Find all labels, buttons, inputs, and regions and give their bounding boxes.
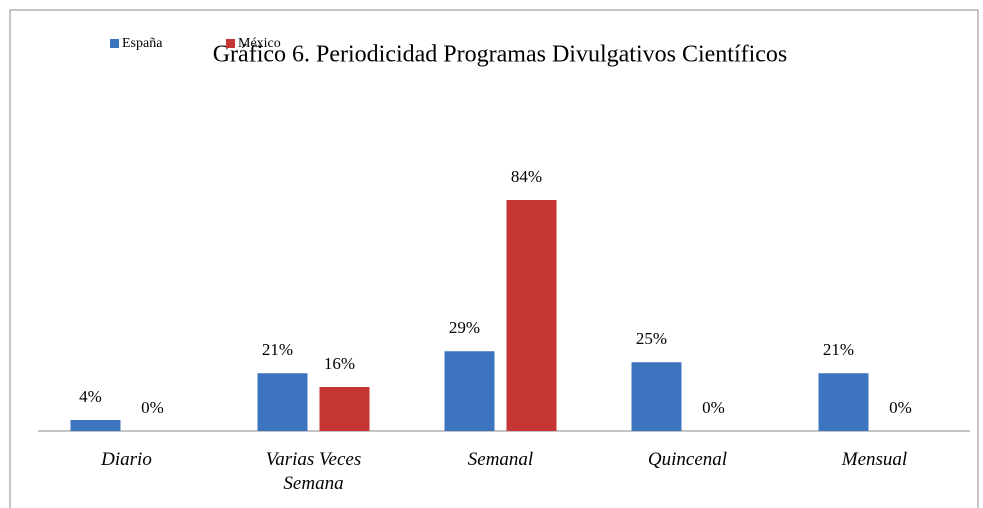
legend-swatch [110, 39, 119, 48]
data-label: 29% [449, 318, 480, 337]
x-tick-label: Quincenal [647, 449, 728, 470]
bar [444, 351, 495, 431]
data-label: 21% [262, 340, 293, 359]
legend-label: México [238, 36, 281, 51]
data-label: 16% [324, 354, 355, 373]
data-label: 25% [636, 329, 667, 348]
data-label: 0% [141, 398, 164, 417]
chart-title: Gráfico 6. Periodicidad Programas Divulg… [213, 42, 788, 68]
x-tick-label: Mensual [841, 449, 908, 470]
x-tick-label: Semanal [467, 449, 534, 470]
bar [257, 373, 308, 431]
legend-swatch [226, 39, 235, 48]
legend-label: España [122, 36, 163, 51]
bar [818, 373, 869, 431]
bar [506, 200, 557, 431]
bar [319, 387, 370, 431]
x-tick-label: Diario [101, 449, 152, 470]
data-label: 4% [79, 387, 102, 406]
data-label: 0% [889, 398, 912, 417]
bar [631, 362, 682, 431]
data-label: 0% [702, 398, 725, 417]
bar [70, 420, 121, 431]
frame [9, 9, 979, 508]
data-label: 84% [511, 167, 542, 186]
data-label: 21% [823, 340, 854, 359]
x-tick-label: Varias Veces Semana [265, 449, 362, 494]
